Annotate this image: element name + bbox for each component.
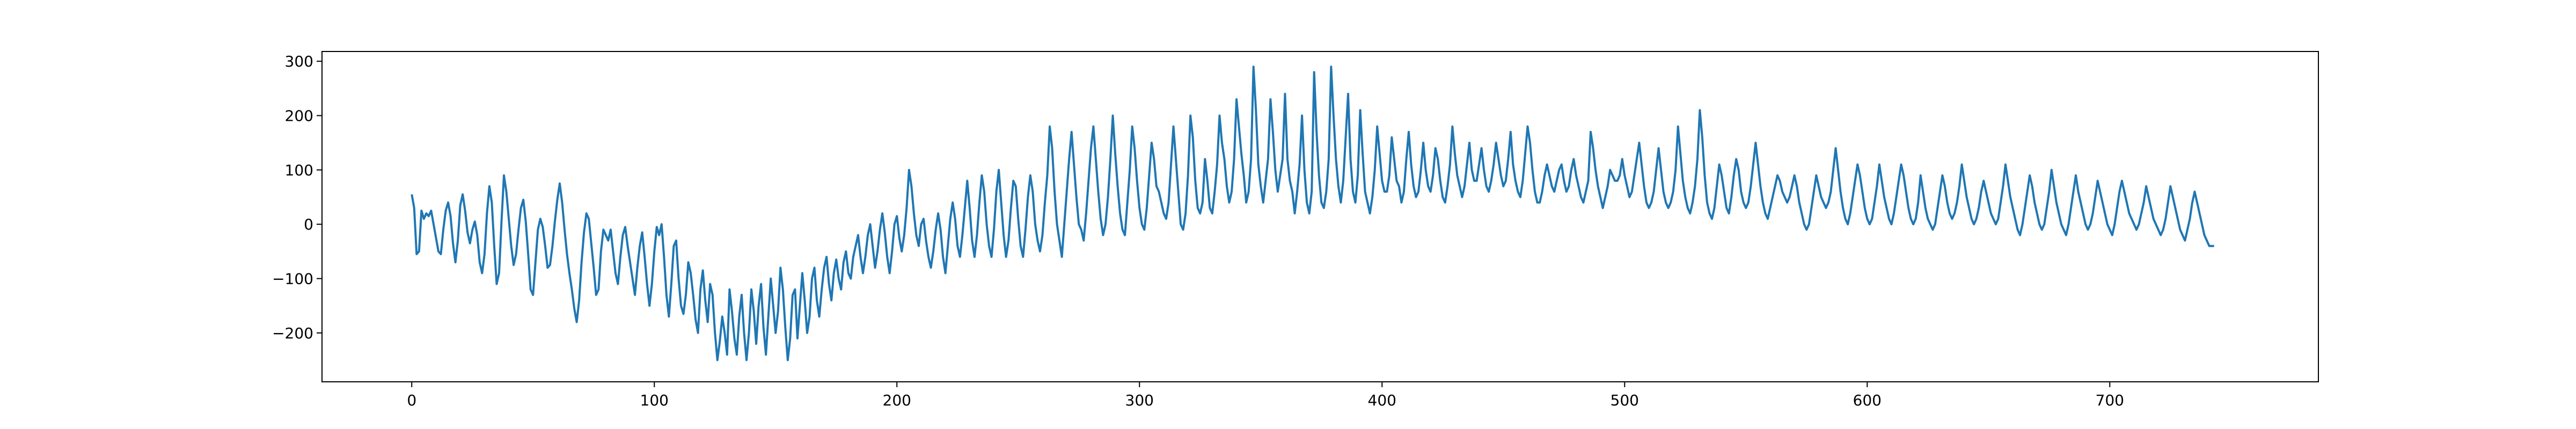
series-line-0	[411, 65, 2214, 361]
y-tick-label: −100	[272, 270, 313, 288]
x-axis: 0 100 200 300 400 500 600 700	[407, 382, 2124, 409]
y-tick-label: 0	[304, 216, 313, 233]
y-tick-label: 200	[285, 107, 313, 125]
x-tick-label: 0	[407, 391, 416, 409]
y-tick-label: −200	[272, 324, 313, 342]
x-tick-label: 300	[1125, 391, 1154, 409]
x-tick-label: 400	[1368, 391, 1396, 409]
y-tick-label: 300	[285, 53, 313, 70]
y-axis: −200 −100 0 100 200 300	[272, 53, 322, 342]
x-tick-label: 200	[883, 391, 911, 409]
x-tick-label: 100	[640, 391, 669, 409]
plot-area	[411, 65, 2214, 361]
x-tick-label: 600	[1853, 391, 1882, 409]
x-tick-label: 700	[2096, 391, 2124, 409]
x-tick-label: 500	[1611, 391, 1639, 409]
y-tick-label: 100	[285, 161, 313, 179]
plot-frame	[321, 51, 2319, 382]
